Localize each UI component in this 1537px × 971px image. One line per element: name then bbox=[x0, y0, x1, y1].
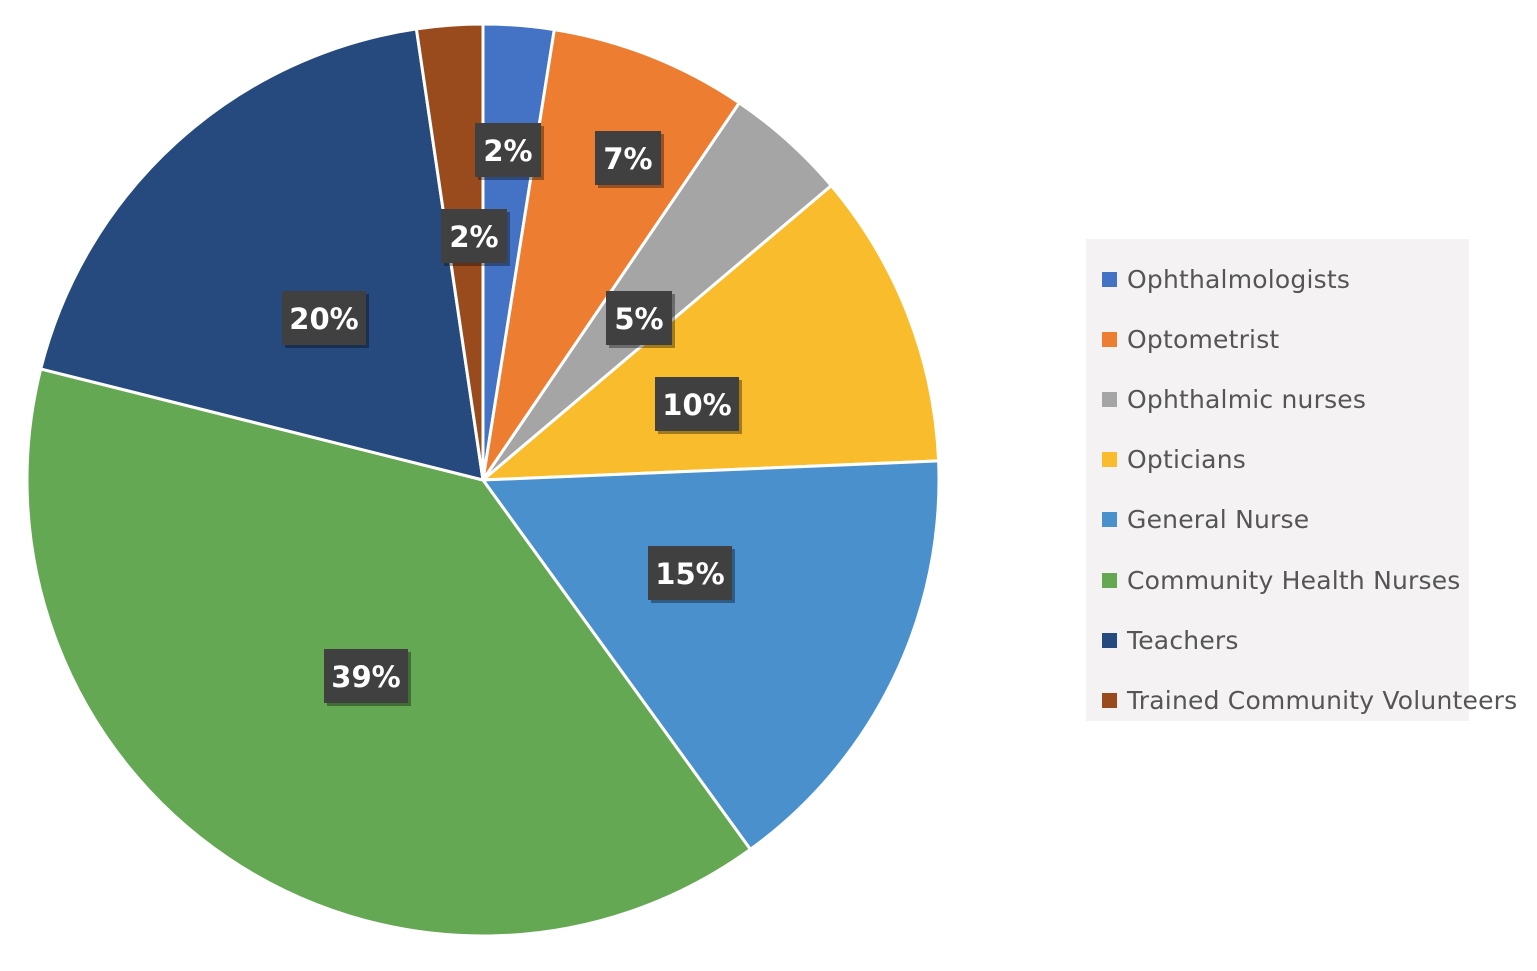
data-label-community-health-nurses: 39% bbox=[324, 649, 411, 706]
legend-label: Teachers bbox=[1127, 625, 1239, 655]
pie-slice-optometrist bbox=[481, 27, 742, 481]
legend-swatch bbox=[1102, 271, 1117, 287]
legend-item-ophthalmic-nurses: Ophthalmic nurses bbox=[1086, 369, 1469, 429]
legend-item-general-nurse: General Nurse bbox=[1086, 490, 1469, 550]
legend-item-teachers: Teachers bbox=[1086, 610, 1469, 670]
data-label-text: 7% bbox=[603, 142, 652, 176]
data-label-ophthalmic-nurses: 5% bbox=[606, 291, 675, 348]
data-label-text: 20% bbox=[289, 302, 358, 336]
data-label-optometrist: 7% bbox=[595, 131, 664, 188]
legend-item-trained-community-volunteers: Trained Community Volunteers bbox=[1086, 670, 1517, 730]
legend-label: Ophthalmologists bbox=[1127, 264, 1351, 294]
data-label-general-nurse: 15% bbox=[648, 546, 735, 603]
legend-item-ophthalmologists: Ophthalmologists bbox=[1086, 249, 1469, 309]
legend-item-community-health-nurses: Community Health Nurses bbox=[1086, 550, 1469, 610]
data-label-text: 5% bbox=[614, 302, 663, 336]
legend-label: Ophthalmic nurses bbox=[1127, 384, 1367, 414]
legend-item-optometrist: Optometrist bbox=[1086, 309, 1469, 369]
data-label-text: 15% bbox=[655, 557, 724, 591]
data-label-teachers: 20% bbox=[282, 291, 369, 348]
legend-label: General Nurse bbox=[1127, 505, 1310, 535]
data-label-box bbox=[655, 377, 739, 431]
data-label-opticians: 10% bbox=[655, 377, 742, 434]
data-label-box bbox=[595, 131, 661, 185]
data-label-ophthalmologists: 2% bbox=[475, 123, 544, 180]
legend-swatch bbox=[1102, 512, 1117, 528]
pie-slice-general-nurse bbox=[480, 459, 941, 852]
data-label-box bbox=[648, 546, 732, 600]
data-label-text: 2% bbox=[483, 134, 532, 168]
legend-label: Optometrist bbox=[1127, 324, 1280, 354]
data-label-text: 10% bbox=[662, 388, 731, 422]
pie-slices bbox=[25, 22, 941, 938]
pie-data-labels: 2% 7% 5% 10% 15% 39% 20% 2% bbox=[282, 123, 742, 706]
data-label-trained-community-volunteers: 2% bbox=[441, 209, 510, 266]
pie-slice-opticians bbox=[478, 183, 941, 482]
legend-swatch bbox=[1102, 331, 1117, 347]
legend-swatch bbox=[1102, 452, 1117, 468]
legend-label: Trained Community Volunteers bbox=[1127, 685, 1518, 715]
legend-swatch bbox=[1102, 572, 1117, 588]
data-label-box bbox=[606, 291, 672, 345]
data-label-text: 39% bbox=[331, 660, 400, 694]
data-label-text: 2% bbox=[449, 220, 498, 254]
data-label-box bbox=[282, 291, 366, 345]
legend-label: Community Health Nurses bbox=[1127, 565, 1461, 595]
legend-item-opticians: Opticians bbox=[1086, 430, 1469, 490]
pie-slice-teachers bbox=[38, 27, 485, 483]
legend-swatch bbox=[1102, 692, 1117, 708]
legend-swatch bbox=[1102, 632, 1117, 648]
data-label-box bbox=[441, 209, 507, 263]
data-label-box bbox=[324, 649, 408, 703]
legend-label: Opticians bbox=[1127, 445, 1246, 475]
legend: Ophthalmologists Optometrist Ophthalmic nu… bbox=[1086, 239, 1517, 721]
data-label-box bbox=[475, 123, 541, 177]
legend-swatch bbox=[1102, 391, 1117, 407]
